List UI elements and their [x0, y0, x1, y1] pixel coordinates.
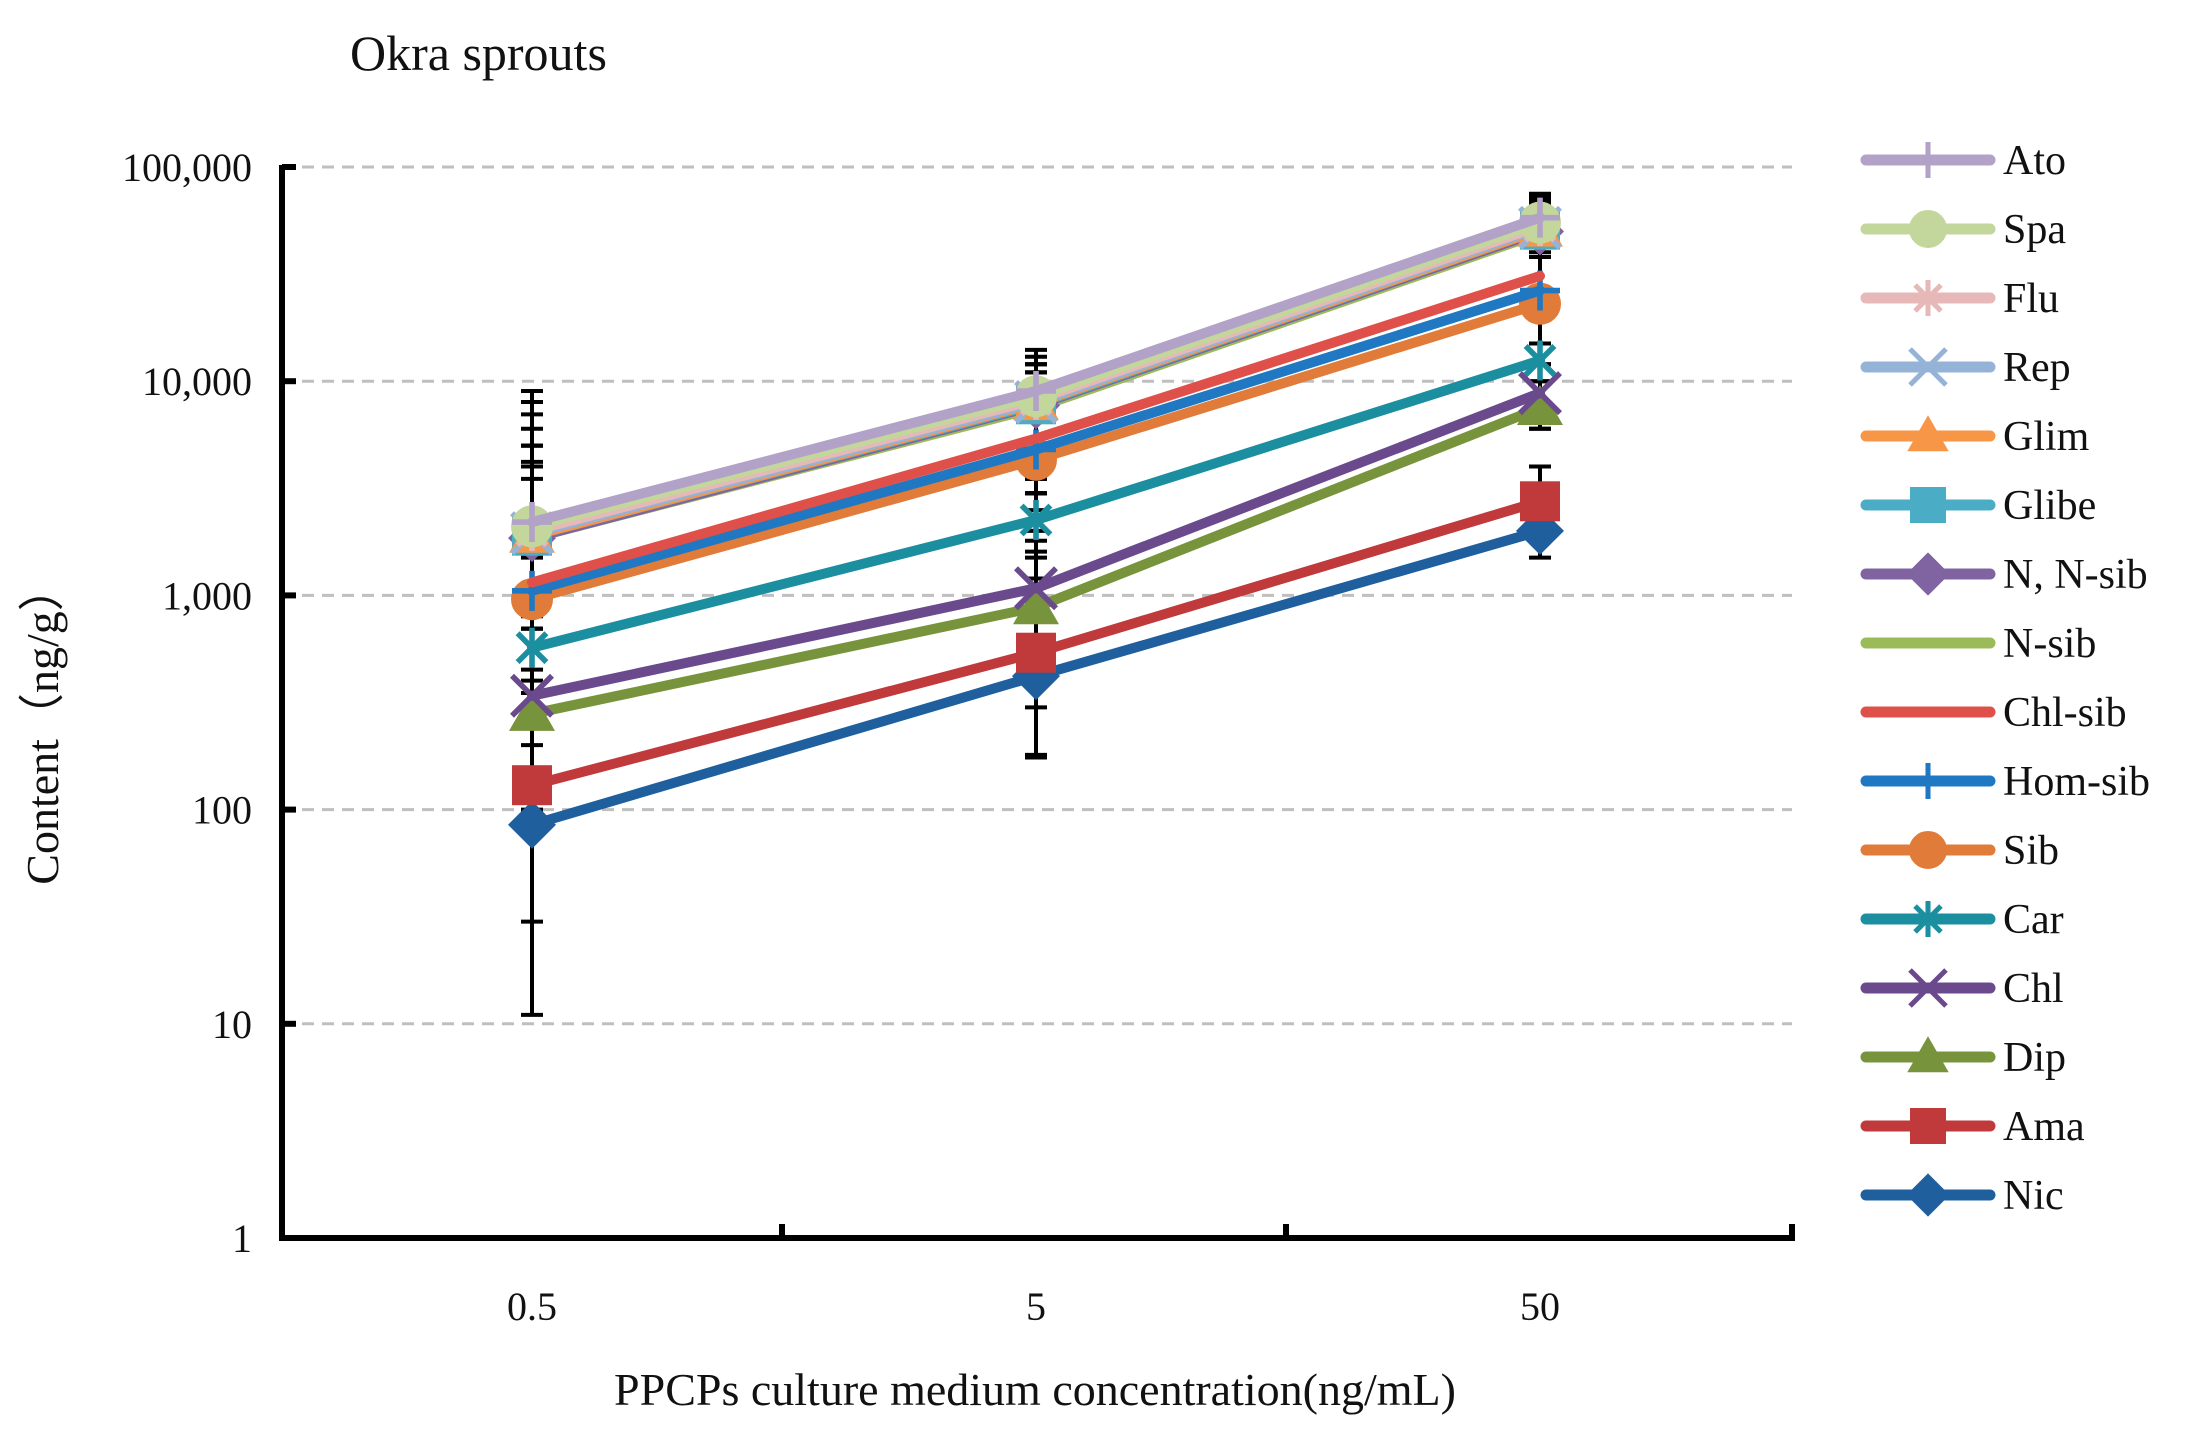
legend-item: Glim	[1860, 414, 2090, 460]
x-tick-label: 5	[1026, 1284, 1046, 1329]
legend-label: Ato	[2003, 138, 2066, 184]
series-chl-sib	[527, 270, 1545, 588]
data-point	[508, 800, 556, 849]
legend-label: Chl-sib	[2003, 690, 2127, 736]
legend-marker	[1907, 415, 1949, 452]
legend-item: Dip	[1860, 1035, 2066, 1081]
legend-label: N-sib	[2003, 621, 2096, 667]
legend-label: Hom-sib	[2003, 759, 2150, 805]
y-axis-label: Content（ng/g）	[17, 565, 68, 884]
legend-item: Car	[1860, 897, 2064, 943]
legend-label: Dip	[2003, 1035, 2066, 1081]
legend-item: Rep	[1860, 345, 2071, 391]
legend-item: Glibe	[1860, 483, 2096, 529]
legend-marker	[1910, 763, 1946, 799]
legend-marker	[1913, 280, 1943, 316]
x-tick-label: 0.5	[507, 1284, 557, 1329]
data-point	[1518, 371, 1562, 416]
data-point	[1520, 481, 1560, 522]
legend-item: Chl	[1860, 966, 2064, 1012]
data-point	[1016, 371, 1056, 412]
x-tick-label: 50	[1520, 1284, 1560, 1329]
data-point	[510, 673, 554, 718]
legend-marker	[1910, 142, 1946, 178]
data-point	[1019, 499, 1053, 540]
legend-marker	[1910, 1108, 1946, 1144]
legend-item: N-sib	[1860, 621, 2096, 667]
legend-item: Ato	[1860, 138, 2066, 184]
legend-marker	[1909, 210, 1947, 248]
legend-marker	[1909, 831, 1947, 869]
series-ato	[512, 197, 1560, 543]
y-tick-label: 1	[232, 1216, 252, 1261]
legend-item: Chl-sib	[1860, 690, 2127, 736]
data-point	[1517, 384, 1563, 425]
y-tick-label: 100,000	[122, 145, 252, 190]
data-point	[512, 502, 552, 543]
series-car	[515, 340, 1557, 668]
legend-label: Nic	[2003, 1173, 2064, 1219]
legend-label: Glim	[2003, 414, 2090, 460]
chart-title: Okra sprouts	[350, 25, 607, 81]
axes	[279, 164, 1795, 1241]
series-dip	[509, 384, 1563, 731]
legend-marker	[1906, 1173, 1950, 1217]
legend-item: N, N-sib	[1860, 552, 2148, 598]
y-tick-label: 1,000	[162, 573, 252, 618]
legend-item: Hom-sib	[1860, 759, 2150, 805]
data-point	[1013, 584, 1059, 625]
data-point	[509, 690, 555, 731]
legend-item: Sib	[1860, 828, 2059, 874]
data-point	[1523, 340, 1557, 381]
legend-marker	[1907, 1036, 1949, 1073]
legend-label: Sib	[2003, 828, 2059, 874]
legend-label: Car	[2003, 897, 2064, 943]
series-chl	[510, 371, 1562, 718]
data-point	[1520, 197, 1560, 238]
legend-marker	[1910, 487, 1946, 523]
legend-marker	[1906, 552, 1950, 596]
x-axis-label: PPCPs culture medium concentration(ng/mL…	[614, 1364, 1456, 1415]
legend-label: Rep	[2003, 345, 2071, 391]
tick-labels: 1 10 100 1,000 10,000 100,000 0.5 5 50	[122, 145, 1560, 1329]
legend-label: Glibe	[2003, 483, 2096, 529]
legend-label: Chl	[2003, 966, 2064, 1012]
data-point	[1014, 566, 1058, 611]
legend-label: Ama	[2003, 1104, 2085, 1150]
legend-item: Nic	[1860, 1173, 2064, 1219]
legend-label: Flu	[2003, 276, 2059, 322]
series-line	[527, 270, 1545, 588]
data-point	[512, 765, 552, 806]
legend: Ato Spa Flu Rep Glim Glibe N, N-sib N-sib Chl-si…	[1860, 138, 2150, 1219]
series-ama	[512, 481, 1560, 806]
legend-marker	[1908, 347, 1948, 387]
data-point	[1016, 632, 1056, 673]
legend-item: Ama	[1860, 1104, 2085, 1150]
legend-item: Spa	[1860, 207, 2066, 253]
legend-item: Flu	[1860, 276, 2059, 322]
y-tick-label: 100	[192, 788, 252, 833]
legend-marker	[1913, 901, 1943, 937]
legend-label: Spa	[2003, 207, 2066, 253]
data-point	[515, 627, 549, 668]
legend-marker	[1908, 968, 1948, 1008]
y-tick-label: 10	[212, 1002, 252, 1047]
series-lines	[508, 197, 1564, 849]
legend-label: N, N-sib	[2003, 552, 2148, 598]
y-tick-label: 10,000	[142, 359, 252, 404]
